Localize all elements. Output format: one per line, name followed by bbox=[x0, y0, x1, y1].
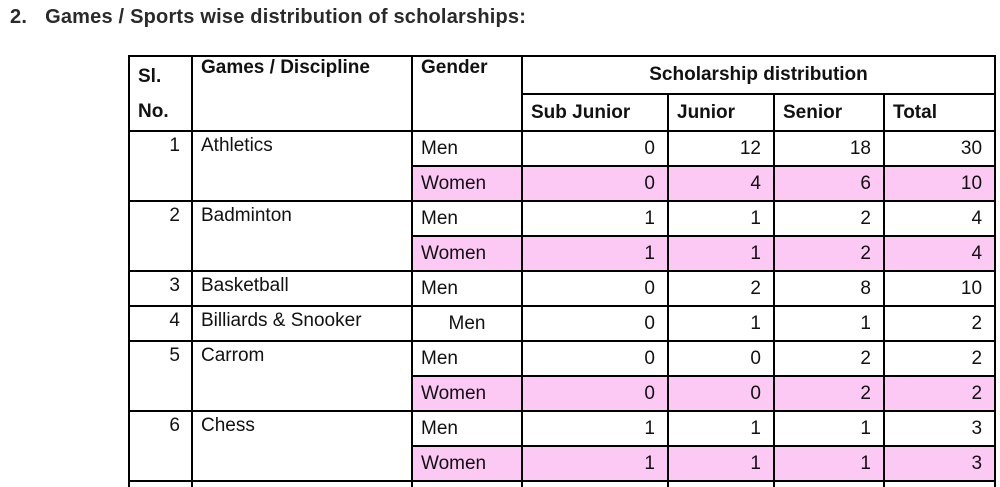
cell-junior: 1 bbox=[667, 445, 775, 482]
cell-discipline: Badminton bbox=[191, 200, 413, 272]
header-junior: Junior bbox=[667, 93, 775, 132]
section-title: Games / Sports wise distribution of scho… bbox=[45, 6, 527, 28]
table-row-carrom-men: 5 Carrom Men 0 0 2 2 bbox=[128, 340, 997, 412]
cell-sub-junior: 1 bbox=[521, 410, 669, 447]
table-row-badminton-men: 2 Badminton Men 1 1 2 4 bbox=[128, 200, 997, 272]
table-row-billiards-snooker-men: 4 Billiards & Snooker Men 0 1 1 2 bbox=[128, 305, 997, 342]
cell-sl-no: 3 bbox=[128, 270, 193, 307]
cell-discipline: Basketball bbox=[191, 270, 413, 307]
table-row-basketball-men: 3 Basketball Men 0 2 8 10 bbox=[128, 270, 997, 307]
cell-senior: 1 bbox=[773, 410, 885, 447]
cell-gender: Men bbox=[411, 305, 523, 342]
header-senior: Senior bbox=[773, 93, 885, 132]
cell-junior: 1 bbox=[667, 235, 775, 272]
header-total: Total bbox=[882, 93, 997, 132]
cell-total: 10 bbox=[882, 165, 997, 202]
cell-gender: Men bbox=[411, 270, 523, 307]
cell-senior: 6 bbox=[773, 165, 885, 202]
cell-sl-no: 6 bbox=[128, 410, 193, 482]
cell-total: 10 bbox=[882, 270, 997, 307]
cell-discipline: Billiards & Snooker bbox=[191, 305, 413, 342]
header-sub-junior: Sub Junior bbox=[521, 93, 669, 132]
cell-senior: 1 bbox=[773, 305, 885, 342]
cell-total: 2 bbox=[882, 375, 997, 412]
cell-senior: 2 bbox=[773, 235, 885, 272]
cell-sl-no: 4 bbox=[128, 305, 193, 342]
table-header-row-1: Sl. No. Games / Discipline Gender Schola… bbox=[128, 55, 997, 132]
cell-gender: Women bbox=[411, 235, 523, 272]
cell-junior: 2 bbox=[667, 270, 775, 307]
cell-total: 4 bbox=[882, 235, 997, 272]
cell-senior: 2 bbox=[773, 340, 885, 377]
cell-sl-no: 5 bbox=[128, 340, 193, 412]
cell-gender: Men bbox=[411, 410, 523, 447]
header-scholarship-distribution: Scholarship distribution bbox=[520, 55, 997, 95]
cell-sub-junior: 1 bbox=[521, 235, 669, 272]
cell-gender: Men bbox=[411, 340, 523, 377]
cell-discipline: Carrom bbox=[191, 340, 413, 412]
cell-gender: Men bbox=[411, 130, 523, 167]
cell-senior: 1 bbox=[773, 445, 885, 482]
header-discipline: Games / Discipline bbox=[191, 55, 413, 132]
cell-gender: Women bbox=[411, 445, 523, 482]
cell-sub-junior: 1 bbox=[521, 200, 669, 237]
cell-junior: 1 bbox=[667, 410, 775, 447]
cell-gender: Women bbox=[411, 375, 523, 412]
cell-junior: 12 bbox=[667, 130, 775, 167]
cell-junior: 0 bbox=[667, 375, 775, 412]
header-sl-no: Sl. No. bbox=[128, 55, 193, 132]
table-row-carrom-women: Women 0 0 2 2 bbox=[129, 375, 997, 412]
cell-senior: 2 bbox=[773, 375, 885, 412]
cell-sl-no: 1 bbox=[128, 130, 193, 202]
cell-sl-no: 2 bbox=[128, 200, 193, 272]
cell-junior: 4 bbox=[667, 165, 775, 202]
table-row-chess-men: 6 Chess Men 1 1 1 3 bbox=[128, 410, 997, 482]
cell-junior: 1 bbox=[667, 200, 775, 237]
cell-total: 3 bbox=[882, 445, 997, 482]
cell-discipline: Athletics bbox=[191, 130, 413, 202]
cell-gender: Women bbox=[411, 165, 523, 202]
table-row-athletics-men: 1 Athletics Men 0 12 18 30 bbox=[128, 130, 997, 202]
cell-sub-junior: 0 bbox=[521, 375, 669, 412]
table-row-athletics-women: Women 0 4 6 10 bbox=[129, 165, 997, 202]
table-header-row-2: Sub Junior Junior Senior Total bbox=[129, 93, 997, 132]
cell-sub-junior: 1 bbox=[521, 445, 669, 482]
cell-total: 4 bbox=[882, 200, 997, 237]
section-number: 2. bbox=[10, 6, 28, 28]
cell-discipline: Chess bbox=[191, 410, 413, 482]
cell-gender: Men bbox=[411, 200, 523, 237]
cell-senior: 2 bbox=[773, 200, 885, 237]
header-gender: Gender bbox=[411, 55, 523, 132]
section-heading: 2. Games / Sports wise distribution of s… bbox=[10, 6, 526, 29]
cell-total: 2 bbox=[882, 340, 997, 377]
cell-senior: 18 bbox=[773, 130, 885, 167]
cell-total: 30 bbox=[882, 130, 997, 167]
table-row-badminton-women: Women 1 1 2 4 bbox=[129, 235, 997, 272]
partial-row bbox=[128, 480, 997, 487]
cell-total: 3 bbox=[882, 410, 997, 447]
cell-senior: 8 bbox=[773, 270, 885, 307]
cell-total: 2 bbox=[882, 305, 997, 342]
table-row-chess-women: Women 1 1 1 3 bbox=[129, 445, 997, 482]
cell-junior: 0 bbox=[667, 340, 775, 377]
cell-sub-junior: 0 bbox=[521, 305, 669, 342]
cell-sub-junior: 0 bbox=[521, 130, 669, 167]
cell-junior: 1 bbox=[667, 305, 775, 342]
scholarship-table: Sl. No. Games / Discipline Gender Schola… bbox=[128, 55, 997, 487]
cell-sub-junior: 0 bbox=[521, 165, 669, 202]
cell-sub-junior: 0 bbox=[521, 270, 669, 307]
cell-sub-junior: 0 bbox=[521, 340, 669, 377]
